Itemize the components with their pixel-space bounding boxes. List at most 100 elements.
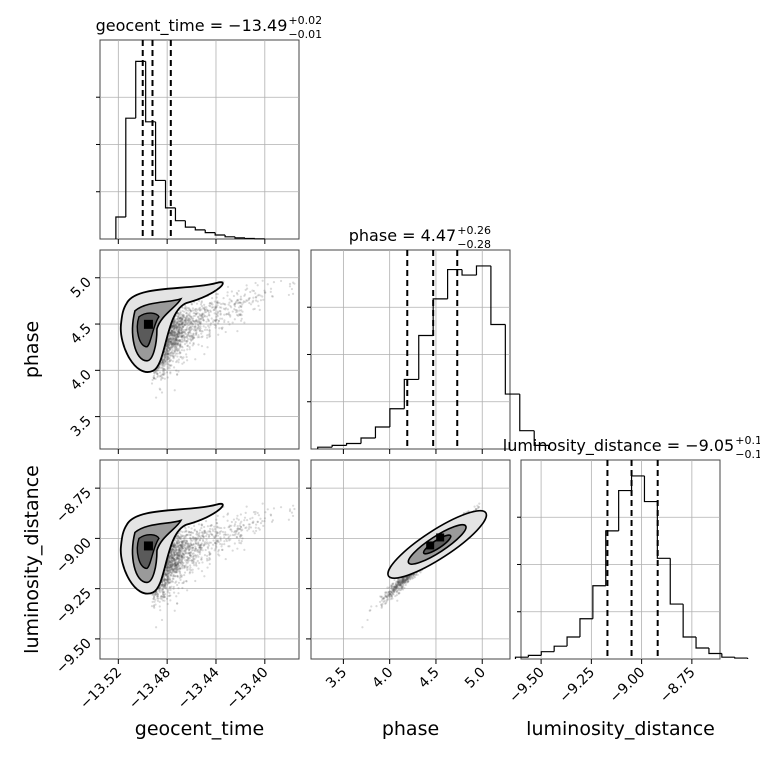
scatter-point xyxy=(173,326,176,329)
scatter-point xyxy=(195,318,198,321)
scatter-point xyxy=(171,344,174,347)
scatter-point xyxy=(188,348,191,351)
scatter-point xyxy=(175,345,178,348)
scatter-point xyxy=(176,335,179,338)
scatter-point xyxy=(395,586,398,589)
scatter-point xyxy=(179,315,183,318)
scatter-point xyxy=(170,552,173,556)
scatter-point xyxy=(174,337,177,340)
scatter-point xyxy=(176,330,179,333)
scatter-point xyxy=(185,309,188,312)
scatter-point xyxy=(198,317,201,320)
scatter-point xyxy=(181,317,184,320)
scatter-point xyxy=(168,559,171,562)
scatter-point xyxy=(208,541,211,544)
hist-bin xyxy=(345,442,362,446)
scatter-point xyxy=(183,343,187,346)
scatter-point xyxy=(170,560,173,563)
scatter-point xyxy=(200,558,203,561)
scatter-point xyxy=(159,378,163,381)
scatter-point xyxy=(170,567,173,571)
scatter-point xyxy=(225,539,229,543)
scatter-point xyxy=(168,342,171,345)
scatter-point xyxy=(172,338,175,341)
scatter-point xyxy=(176,562,179,565)
scatter-point xyxy=(158,588,161,591)
scatter-point xyxy=(167,342,170,345)
scatter-point xyxy=(197,315,200,318)
scatter-point xyxy=(181,357,184,360)
scatter-point xyxy=(235,529,238,532)
scatter-point xyxy=(218,526,221,530)
scatter-point xyxy=(171,331,174,335)
scatter-point xyxy=(169,555,172,558)
scatter-point xyxy=(215,522,219,525)
scatter-point xyxy=(177,566,180,569)
scatter-point xyxy=(176,340,179,343)
scatter-point xyxy=(194,314,197,317)
scatter-point xyxy=(162,579,165,582)
scatter-point xyxy=(173,568,176,571)
scatter-point xyxy=(192,341,195,345)
scatter-point xyxy=(200,542,203,545)
scatter-point xyxy=(162,583,165,587)
scatter-point xyxy=(176,333,179,336)
scatter-point xyxy=(401,579,405,583)
scatter-point xyxy=(170,564,173,567)
scatter-point xyxy=(173,570,176,574)
scatter-point xyxy=(190,339,193,342)
scatter-point xyxy=(223,319,226,322)
scatter-point xyxy=(169,354,173,357)
scatter-point xyxy=(172,557,175,560)
scatter-point xyxy=(163,367,166,371)
scatter-point xyxy=(184,550,187,553)
scatter-point xyxy=(184,534,187,537)
scatter-point xyxy=(171,556,174,559)
scatter-point xyxy=(184,546,187,549)
scatter-point xyxy=(240,305,243,308)
scatter-point xyxy=(167,350,170,353)
scatter-point xyxy=(171,556,174,560)
scatter-point xyxy=(168,586,172,589)
scatter-point xyxy=(171,565,174,568)
scatter-point xyxy=(180,335,184,338)
scatter-point xyxy=(172,546,176,549)
scatter-point xyxy=(175,347,178,350)
scatter-point xyxy=(176,330,180,333)
scatter-point xyxy=(181,545,184,548)
scatter-point xyxy=(175,323,178,327)
scatter-point xyxy=(191,317,195,320)
scatter-point xyxy=(170,563,173,566)
scatter-point xyxy=(178,558,181,562)
scatter-point xyxy=(197,307,201,310)
scatter-point xyxy=(189,536,192,539)
scatter-point xyxy=(198,326,201,329)
scatter-point xyxy=(233,318,236,321)
scatter-point xyxy=(197,551,200,554)
scatter-point xyxy=(167,581,170,584)
scatter-point xyxy=(173,326,176,329)
scatter-point xyxy=(172,551,175,554)
scatter-point xyxy=(193,564,196,567)
scatter-point xyxy=(216,314,219,318)
scatter-point xyxy=(199,535,202,538)
scatter-point xyxy=(192,549,195,552)
scatter-point xyxy=(169,338,172,341)
scatter-point xyxy=(178,547,181,550)
scatter-point xyxy=(191,552,194,555)
scatter-panel-geocent_time-vs-luminosity_distance xyxy=(99,459,300,660)
scatter-point xyxy=(229,528,232,531)
scatter-point xyxy=(206,525,209,528)
scatter-point xyxy=(176,349,179,352)
scatter-point xyxy=(184,559,187,562)
scatter-point xyxy=(173,546,177,549)
scatter-point xyxy=(156,595,160,598)
scatter-point xyxy=(174,322,177,325)
scatter-point xyxy=(175,321,178,324)
scatter-point xyxy=(201,561,204,564)
scatter-point xyxy=(176,555,179,558)
scatter-point xyxy=(198,544,201,547)
scatter-point xyxy=(170,571,173,574)
scatter-point xyxy=(184,541,187,545)
scatter-point xyxy=(181,586,184,590)
